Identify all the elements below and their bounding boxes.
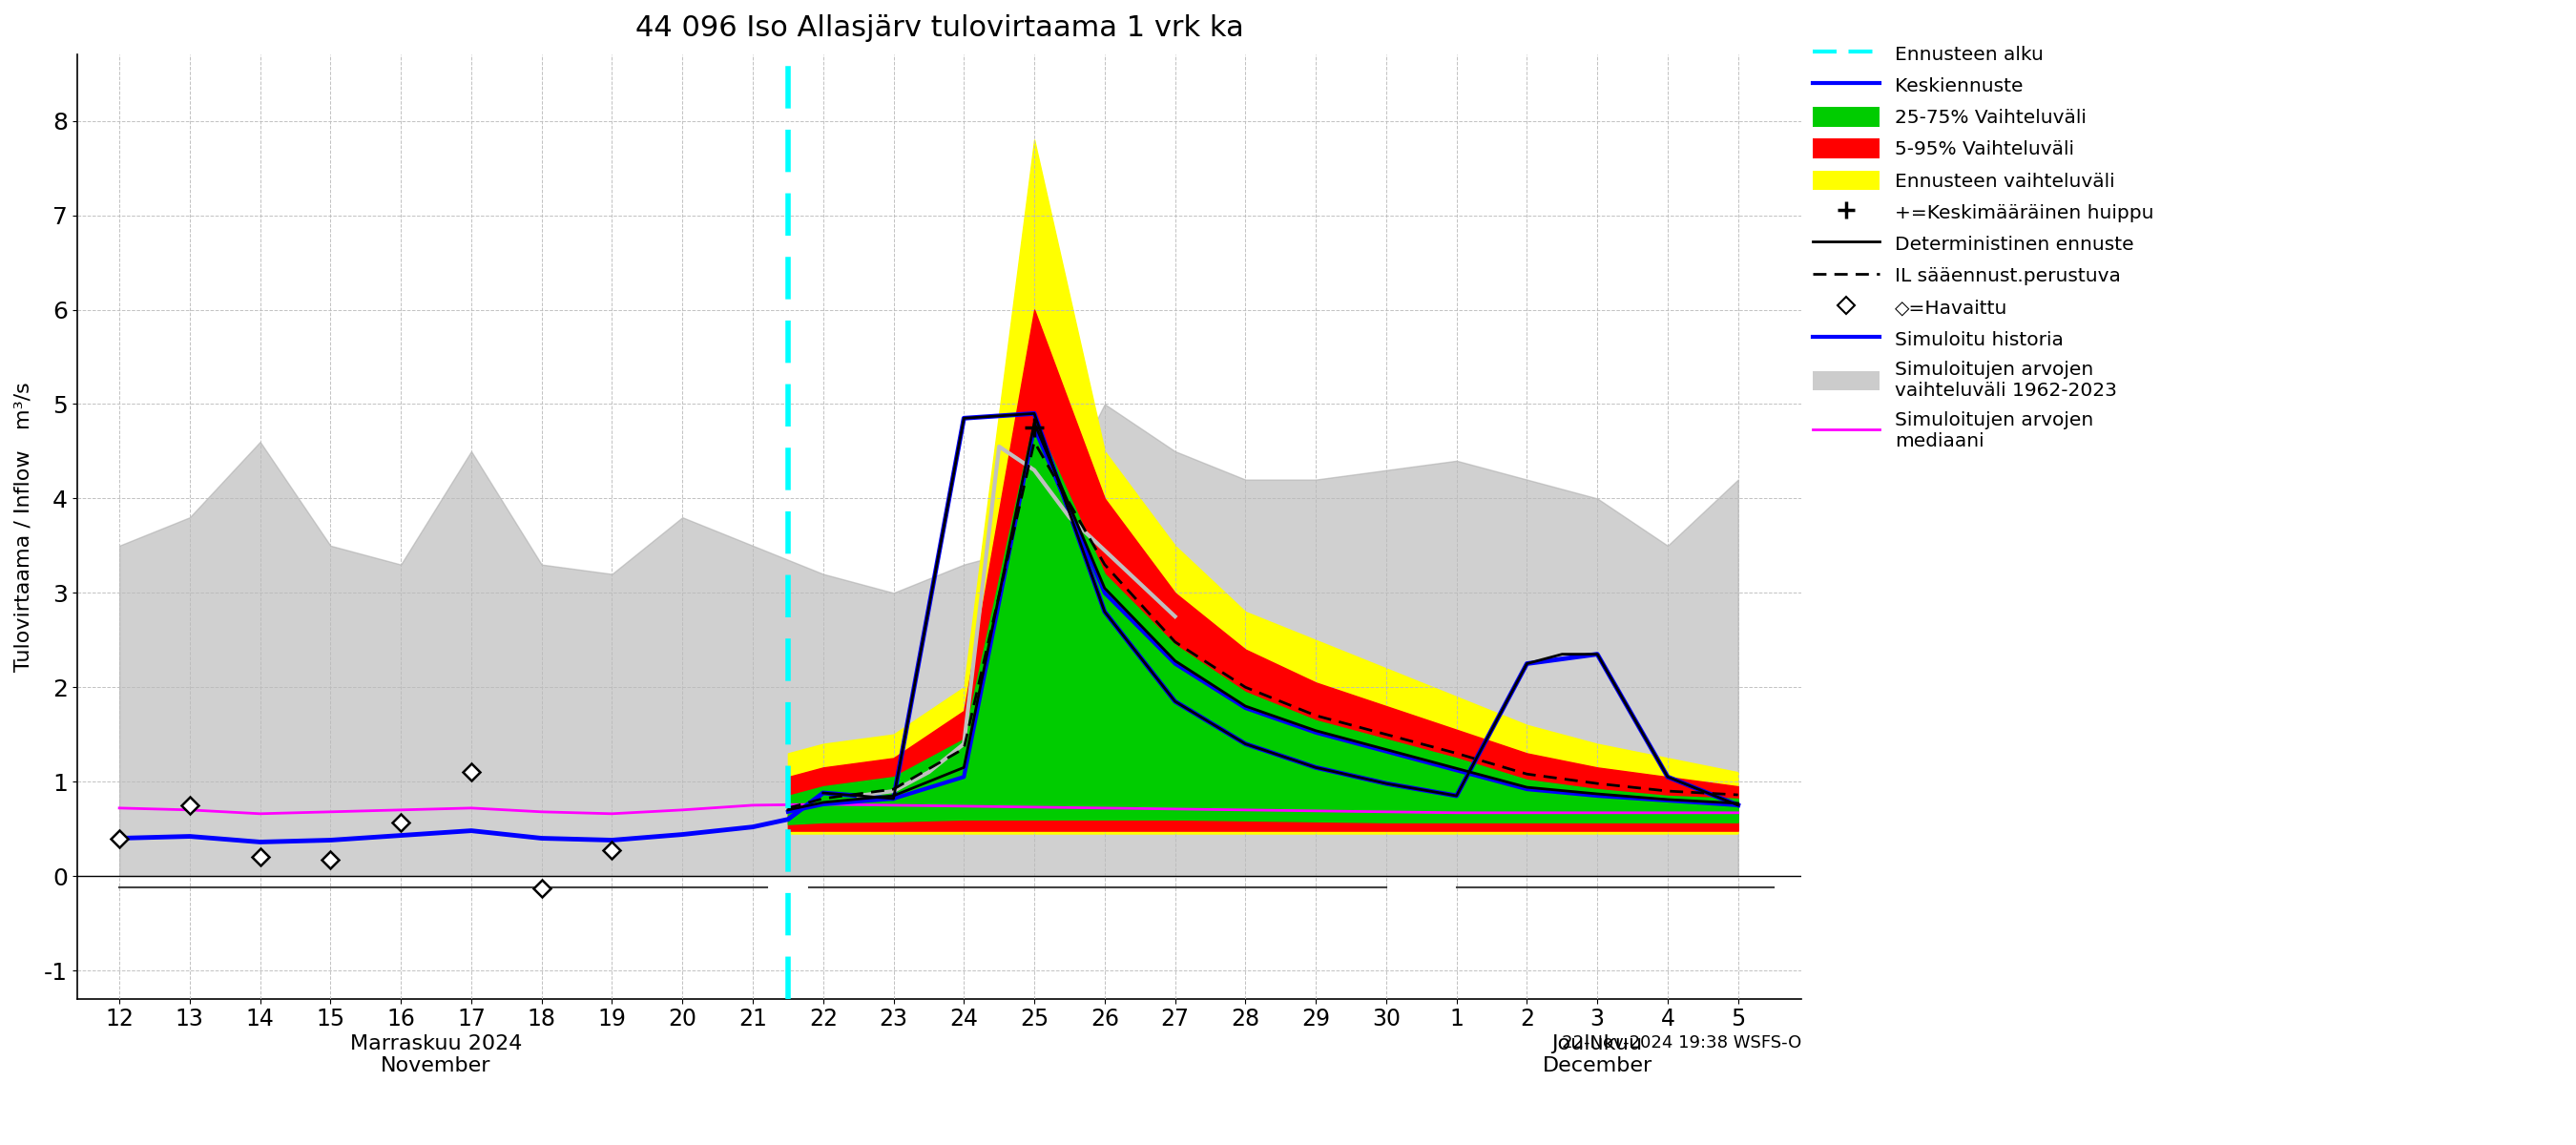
Text: Joulukuu
December: Joulukuu December: [1543, 1035, 1651, 1076]
Title: 44 096 Iso Allasjärv tulovirtaama 1 vrk ka: 44 096 Iso Allasjärv tulovirtaama 1 vrk …: [636, 14, 1244, 42]
Legend: Ennusteen alku, Keskiennuste, 25-75% Vaihteluväli, 5-95% Vaihteluväli, Ennusteen: Ennusteen alku, Keskiennuste, 25-75% Vai…: [1806, 35, 2161, 458]
Text: Marraskuu 2024
November: Marraskuu 2024 November: [350, 1035, 523, 1076]
Text: 22-Nov-2024 19:38 WSFS-O: 22-Nov-2024 19:38 WSFS-O: [1561, 1035, 1801, 1052]
Y-axis label: Tulovirtaama / Inflow   m³/s: Tulovirtaama / Inflow m³/s: [15, 381, 33, 672]
